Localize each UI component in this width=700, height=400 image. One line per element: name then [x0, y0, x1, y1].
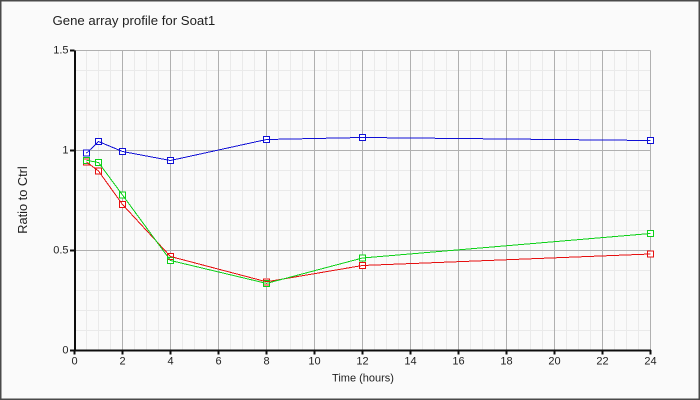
svg-text:24: 24	[644, 356, 656, 368]
svg-text:Time (hours): Time (hours)	[332, 373, 394, 385]
svg-text:20: 20	[548, 356, 560, 368]
svg-text:16: 16	[452, 356, 464, 368]
svg-text:0.5: 0.5	[53, 245, 68, 257]
svg-text:8: 8	[263, 356, 269, 368]
svg-text:6: 6	[215, 356, 221, 368]
svg-text:1.5: 1.5	[53, 45, 68, 57]
svg-text:10: 10	[308, 356, 320, 368]
svg-text:Gene array profile for Soat1: Gene array profile for Soat1	[53, 13, 216, 28]
svg-text:Ratio to Ctrl: Ratio to Ctrl	[15, 166, 30, 234]
svg-text:12: 12	[356, 356, 368, 368]
svg-text:14: 14	[404, 356, 416, 368]
svg-text:18: 18	[500, 356, 512, 368]
svg-text:1: 1	[62, 145, 68, 157]
svg-text:0: 0	[71, 356, 77, 368]
svg-text:22: 22	[596, 356, 608, 368]
svg-text:4: 4	[167, 356, 173, 368]
svg-text:0: 0	[62, 345, 68, 357]
svg-text:2: 2	[119, 356, 125, 368]
